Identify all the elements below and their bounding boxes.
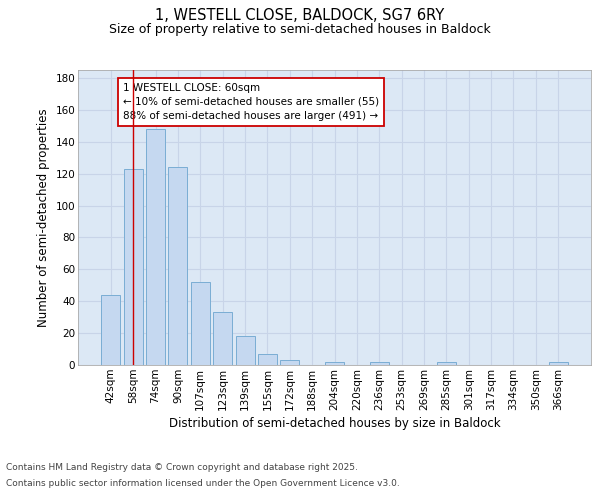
Bar	[191, 282, 210, 365]
Text: 1, WESTELL CLOSE, BALDOCK, SG7 6RY: 1, WESTELL CLOSE, BALDOCK, SG7 6RY	[155, 8, 445, 22]
Text: Contains public sector information licensed under the Open Government Licence v3: Contains public sector information licen…	[6, 479, 400, 488]
Text: Contains HM Land Registry data © Crown copyright and database right 2025.: Contains HM Land Registry data © Crown c…	[6, 462, 358, 471]
Bar	[236, 336, 254, 365]
Bar	[213, 312, 232, 365]
Y-axis label: Number of semi-detached properties: Number of semi-detached properties	[37, 108, 50, 327]
Bar	[101, 295, 121, 365]
Bar	[280, 360, 299, 365]
Text: 1 WESTELL CLOSE: 60sqm
← 10% of semi-detached houses are smaller (55)
88% of sem: 1 WESTELL CLOSE: 60sqm ← 10% of semi-det…	[123, 83, 379, 121]
Bar	[370, 362, 389, 365]
Bar	[124, 169, 143, 365]
Bar	[146, 129, 165, 365]
Bar	[169, 168, 187, 365]
Bar	[258, 354, 277, 365]
Bar	[325, 362, 344, 365]
Text: Size of property relative to semi-detached houses in Baldock: Size of property relative to semi-detach…	[109, 22, 491, 36]
Bar	[437, 362, 456, 365]
Bar	[548, 362, 568, 365]
X-axis label: Distribution of semi-detached houses by size in Baldock: Distribution of semi-detached houses by …	[169, 417, 500, 430]
